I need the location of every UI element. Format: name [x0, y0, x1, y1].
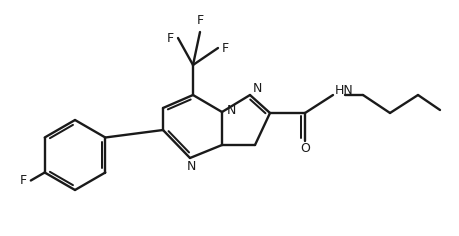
Text: F: F	[20, 174, 27, 187]
Text: N: N	[186, 160, 195, 173]
Text: N: N	[252, 81, 262, 94]
Text: N: N	[226, 104, 236, 117]
Text: F: F	[222, 42, 229, 55]
Text: F: F	[196, 14, 203, 27]
Text: HN: HN	[334, 84, 353, 97]
Text: O: O	[299, 143, 309, 156]
Text: F: F	[167, 31, 174, 45]
